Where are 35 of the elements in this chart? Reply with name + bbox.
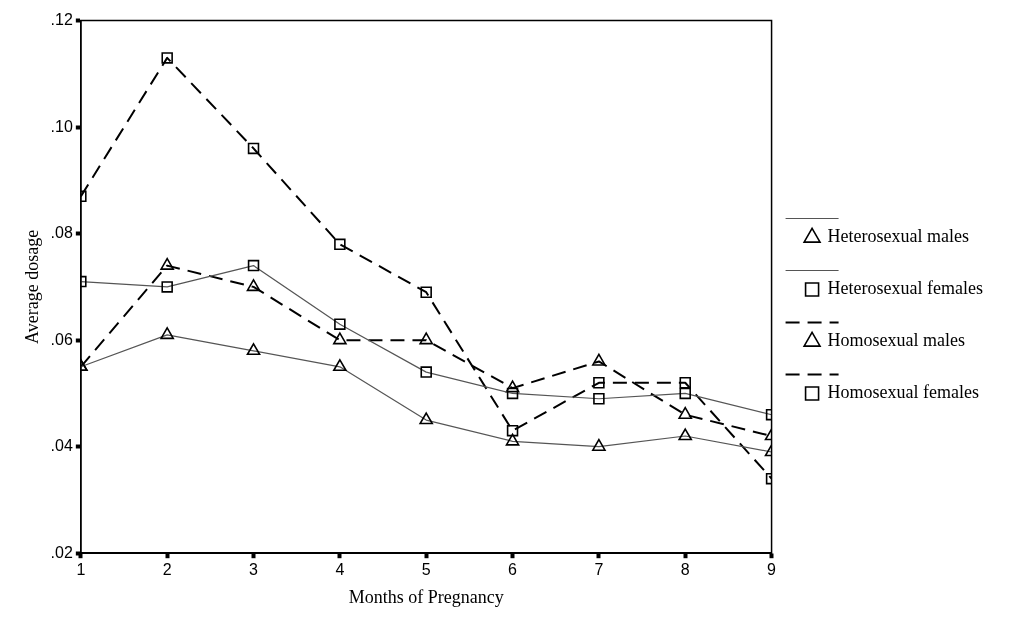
point xyxy=(160,257,175,270)
x-tick-label: 4 xyxy=(335,561,345,579)
x-axis-title: Months of Pregnancy xyxy=(348,586,504,607)
x-tick-label: 5 xyxy=(421,561,431,579)
x-tick-label: 9 xyxy=(767,561,777,579)
x-tick-label: 1 xyxy=(76,561,86,579)
point xyxy=(246,279,261,292)
point xyxy=(505,380,520,393)
x-tick-label: 2 xyxy=(162,561,172,579)
y-axis-title: Average dosage xyxy=(21,229,42,344)
point xyxy=(679,377,691,389)
legend-label: Homosexual males xyxy=(827,330,966,351)
point xyxy=(592,353,606,366)
point xyxy=(506,424,519,437)
y-tick-label: .08 xyxy=(50,224,73,242)
point xyxy=(247,142,260,155)
legend-label: Heterosexual males xyxy=(827,226,970,247)
legend-label: Heterosexual females xyxy=(827,278,984,299)
legend-label: Homosexual females xyxy=(827,382,980,403)
x-tick-label: 6 xyxy=(508,561,518,579)
x-tick-label: 3 xyxy=(249,561,259,579)
y-tick-label: .04 xyxy=(50,437,73,455)
y-tick-label: .12 xyxy=(50,11,73,29)
point xyxy=(593,377,605,389)
x-tick-label: 8 xyxy=(680,561,690,579)
x-tick-label: 7 xyxy=(594,561,604,579)
point xyxy=(419,332,434,345)
y-tick-label: .10 xyxy=(50,117,73,135)
y-tick-label: .02 xyxy=(50,543,73,561)
point xyxy=(333,332,347,345)
y-tick-label: .06 xyxy=(50,330,73,348)
point xyxy=(420,286,432,298)
point xyxy=(678,406,693,420)
point xyxy=(334,238,346,251)
point xyxy=(161,52,173,64)
